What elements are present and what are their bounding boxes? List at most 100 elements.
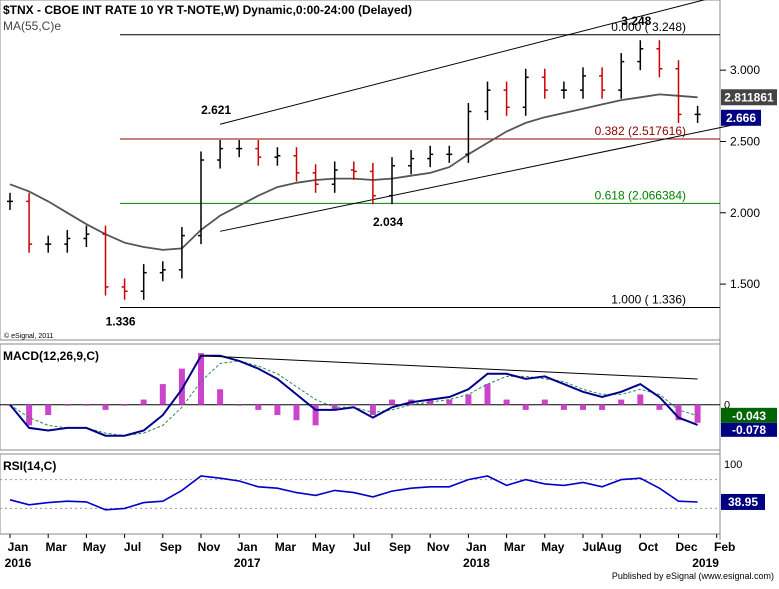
ma-value-text: 2.811861 xyxy=(724,90,774,104)
x-tick-label: Jan xyxy=(466,540,487,554)
macd-value-tag xyxy=(721,422,777,437)
footer-label: Published by eSignal (www.esignal.com) xyxy=(612,571,774,581)
macd-histogram-bar xyxy=(465,394,472,405)
macd-histogram-bar xyxy=(140,399,147,405)
y-tick-label: 1.500 xyxy=(730,277,760,291)
macd-histogram-bar xyxy=(656,404,663,410)
macd-histogram-bar xyxy=(178,368,185,405)
y-tick-label: 2.500 xyxy=(730,134,760,148)
price-tags: 2.811861 2.666 xyxy=(721,89,777,126)
x-tick-label: Jul xyxy=(582,540,599,554)
x-tick-label: May xyxy=(541,540,565,554)
x-tick-label: May xyxy=(312,540,336,554)
rsi-tick-label: 100 xyxy=(724,459,742,471)
macd-histogram-bar xyxy=(274,404,281,416)
macd-histogram-bar xyxy=(83,404,90,406)
trendline xyxy=(219,123,736,232)
x-tick-label: Jan xyxy=(237,540,258,554)
macd-histogram-bar xyxy=(159,384,166,405)
x-year-label: 2016 xyxy=(5,556,32,570)
macd-histogram-bar xyxy=(675,404,682,421)
fib-level-label: 0.382 (2.517616) xyxy=(595,124,686,138)
x-axis: Jan Mar May Jul Sep Nov Jan Mar May Jul Sep Nov Jan M… xyxy=(0,533,735,570)
macd-histogram-bar xyxy=(560,404,567,410)
macd-histogram-bar xyxy=(64,404,71,406)
macd-histogram-bar xyxy=(217,389,224,405)
x-year-label: 2017 xyxy=(234,556,261,570)
x-tick-label: Jul xyxy=(124,540,141,554)
x-tick-label: Nov xyxy=(427,540,450,554)
trendline xyxy=(219,0,706,125)
macd-title: MACD(12,26,9,C) xyxy=(3,349,99,363)
macd-signal-tag xyxy=(721,407,777,423)
fib-level-label: 1.000 ( 1.336) xyxy=(611,292,686,306)
macd-histogram-bar xyxy=(389,399,395,405)
candle-series xyxy=(7,40,701,300)
copyright-label: © eSignal, 2011 xyxy=(4,332,54,340)
macd-zero-label: 0 xyxy=(724,400,730,412)
swing-label: 2.034 xyxy=(373,215,403,229)
price-annotations: 3.248 2.621 2.034 1.336 xyxy=(106,14,652,329)
x-year-label: 2019 xyxy=(692,556,719,570)
rsi-value-text: 38.95 xyxy=(728,495,758,509)
macd-histogram-bar xyxy=(369,404,376,416)
x-tick-label: Jul xyxy=(353,540,370,554)
ma-label: MA(55,C)e xyxy=(3,19,61,33)
x-tick-label: May xyxy=(83,540,107,554)
x-tick-label: Dec xyxy=(675,540,697,554)
macd-value-text: -0.078 xyxy=(732,423,766,437)
rsi-series: 100 38.95 xyxy=(0,459,765,511)
macd-histogram-bar xyxy=(694,404,701,423)
x-tick-label: Nov xyxy=(198,540,221,554)
rsi-value-tag xyxy=(721,493,765,510)
x-tick-label: Mar xyxy=(46,540,68,554)
swing-label: 3.248 xyxy=(621,14,651,28)
macd-histogram-bar xyxy=(293,404,300,421)
macd-histogram-bar xyxy=(102,404,109,410)
macd-histogram-bar xyxy=(26,404,33,426)
fib-levels: 0.000 ( 3.248) 0.382 (2.517616) 0.618 (2.0… xyxy=(120,20,720,308)
x-tick-label: Mar xyxy=(275,540,297,554)
trend-channel xyxy=(219,0,736,232)
macd-histogram-bar xyxy=(484,384,491,405)
macd-histogram-bar xyxy=(121,404,128,406)
x-tick-label: Sep xyxy=(389,540,411,554)
macd-histogram-bar xyxy=(541,399,548,405)
x-tick-label: Jan xyxy=(8,540,29,554)
rsi-line xyxy=(9,475,698,511)
macd-histogram-bar xyxy=(45,404,52,416)
macd-series: 0-0.043-0.078 xyxy=(0,353,777,437)
macd-histogram-bar xyxy=(312,404,319,426)
macd-histogram-bar xyxy=(446,399,453,405)
ma-value-tag xyxy=(721,89,777,106)
macd-histogram-bar xyxy=(503,399,510,405)
macd-histogram-bar xyxy=(637,394,644,405)
macd-histogram-bar xyxy=(522,404,529,410)
macd-histogram-bar xyxy=(427,399,434,405)
macd-histogram-bar xyxy=(599,404,606,410)
x-tick-label: Feb xyxy=(714,540,735,554)
fib-level-label: 0.000 ( 3.248) xyxy=(611,20,686,34)
macd-histogram-bar xyxy=(618,399,625,405)
macd-signal-text: -0.043 xyxy=(732,409,766,423)
rsi-title: RSI(14,C) xyxy=(3,459,56,473)
macd-trendline xyxy=(200,355,698,380)
macd-histogram-bar xyxy=(236,404,243,406)
y-tick-label: 2.000 xyxy=(730,206,760,220)
x-tick-label: Oct xyxy=(638,540,658,554)
x-tick-label: Sep xyxy=(160,540,182,554)
macd-histogram-bar xyxy=(255,404,262,410)
macd-line xyxy=(9,354,698,437)
last-price-tag xyxy=(721,109,761,126)
macd-histogram-bar xyxy=(350,404,357,406)
y-tick-label: 3.000 xyxy=(730,63,760,77)
swing-label: 1.336 xyxy=(106,314,136,328)
x-tick-label: Mar xyxy=(504,540,526,554)
macd-histogram-bar xyxy=(580,404,586,410)
chart-title: $TNX - CBOE INT RATE 10 YR T-NOTE,W) Dyn… xyxy=(3,3,412,17)
macd-histogram-bar xyxy=(198,353,204,405)
fib-level-label: 0.618 (2.066384) xyxy=(595,188,686,202)
